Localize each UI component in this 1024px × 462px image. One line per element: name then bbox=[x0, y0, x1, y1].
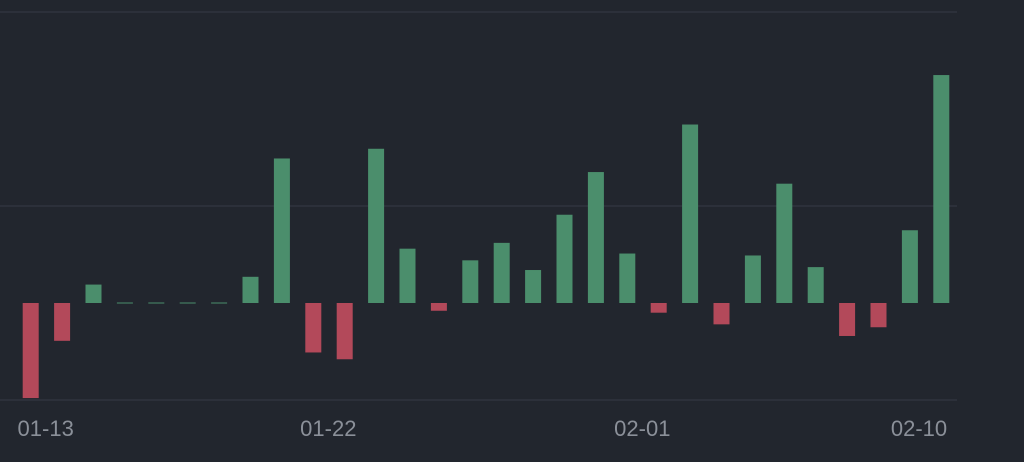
bar bbox=[650, 303, 667, 313]
bar bbox=[839, 303, 856, 336]
bar bbox=[430, 303, 447, 311]
bar bbox=[54, 303, 71, 341]
bar bbox=[587, 172, 604, 303]
bar bbox=[179, 302, 196, 304]
bar bbox=[933, 75, 950, 303]
bar bbox=[682, 124, 699, 304]
bar bbox=[807, 267, 824, 303]
x-tick-label: 02-01 bbox=[614, 416, 670, 441]
bar bbox=[776, 183, 793, 303]
bar bbox=[493, 242, 510, 303]
bar bbox=[336, 303, 353, 360]
x-tick-label: 01-13 bbox=[18, 416, 74, 441]
bar bbox=[901, 230, 918, 303]
bar bbox=[556, 214, 573, 303]
bar bbox=[211, 302, 228, 304]
bar bbox=[619, 253, 636, 303]
bar bbox=[713, 303, 730, 325]
bar bbox=[116, 302, 133, 304]
bar bbox=[148, 302, 165, 304]
x-tick-label: 02-10 bbox=[891, 416, 947, 441]
bar bbox=[462, 260, 479, 303]
x-tick-label: 01-22 bbox=[300, 416, 356, 441]
bar bbox=[85, 284, 102, 303]
bar bbox=[22, 303, 39, 399]
bar bbox=[368, 148, 385, 303]
bar bbox=[273, 158, 290, 303]
bar bbox=[870, 303, 887, 328]
bar bbox=[399, 248, 416, 303]
bar bbox=[744, 255, 761, 303]
bar bbox=[525, 270, 542, 303]
bar bbox=[242, 276, 259, 303]
bar bbox=[305, 303, 322, 353]
